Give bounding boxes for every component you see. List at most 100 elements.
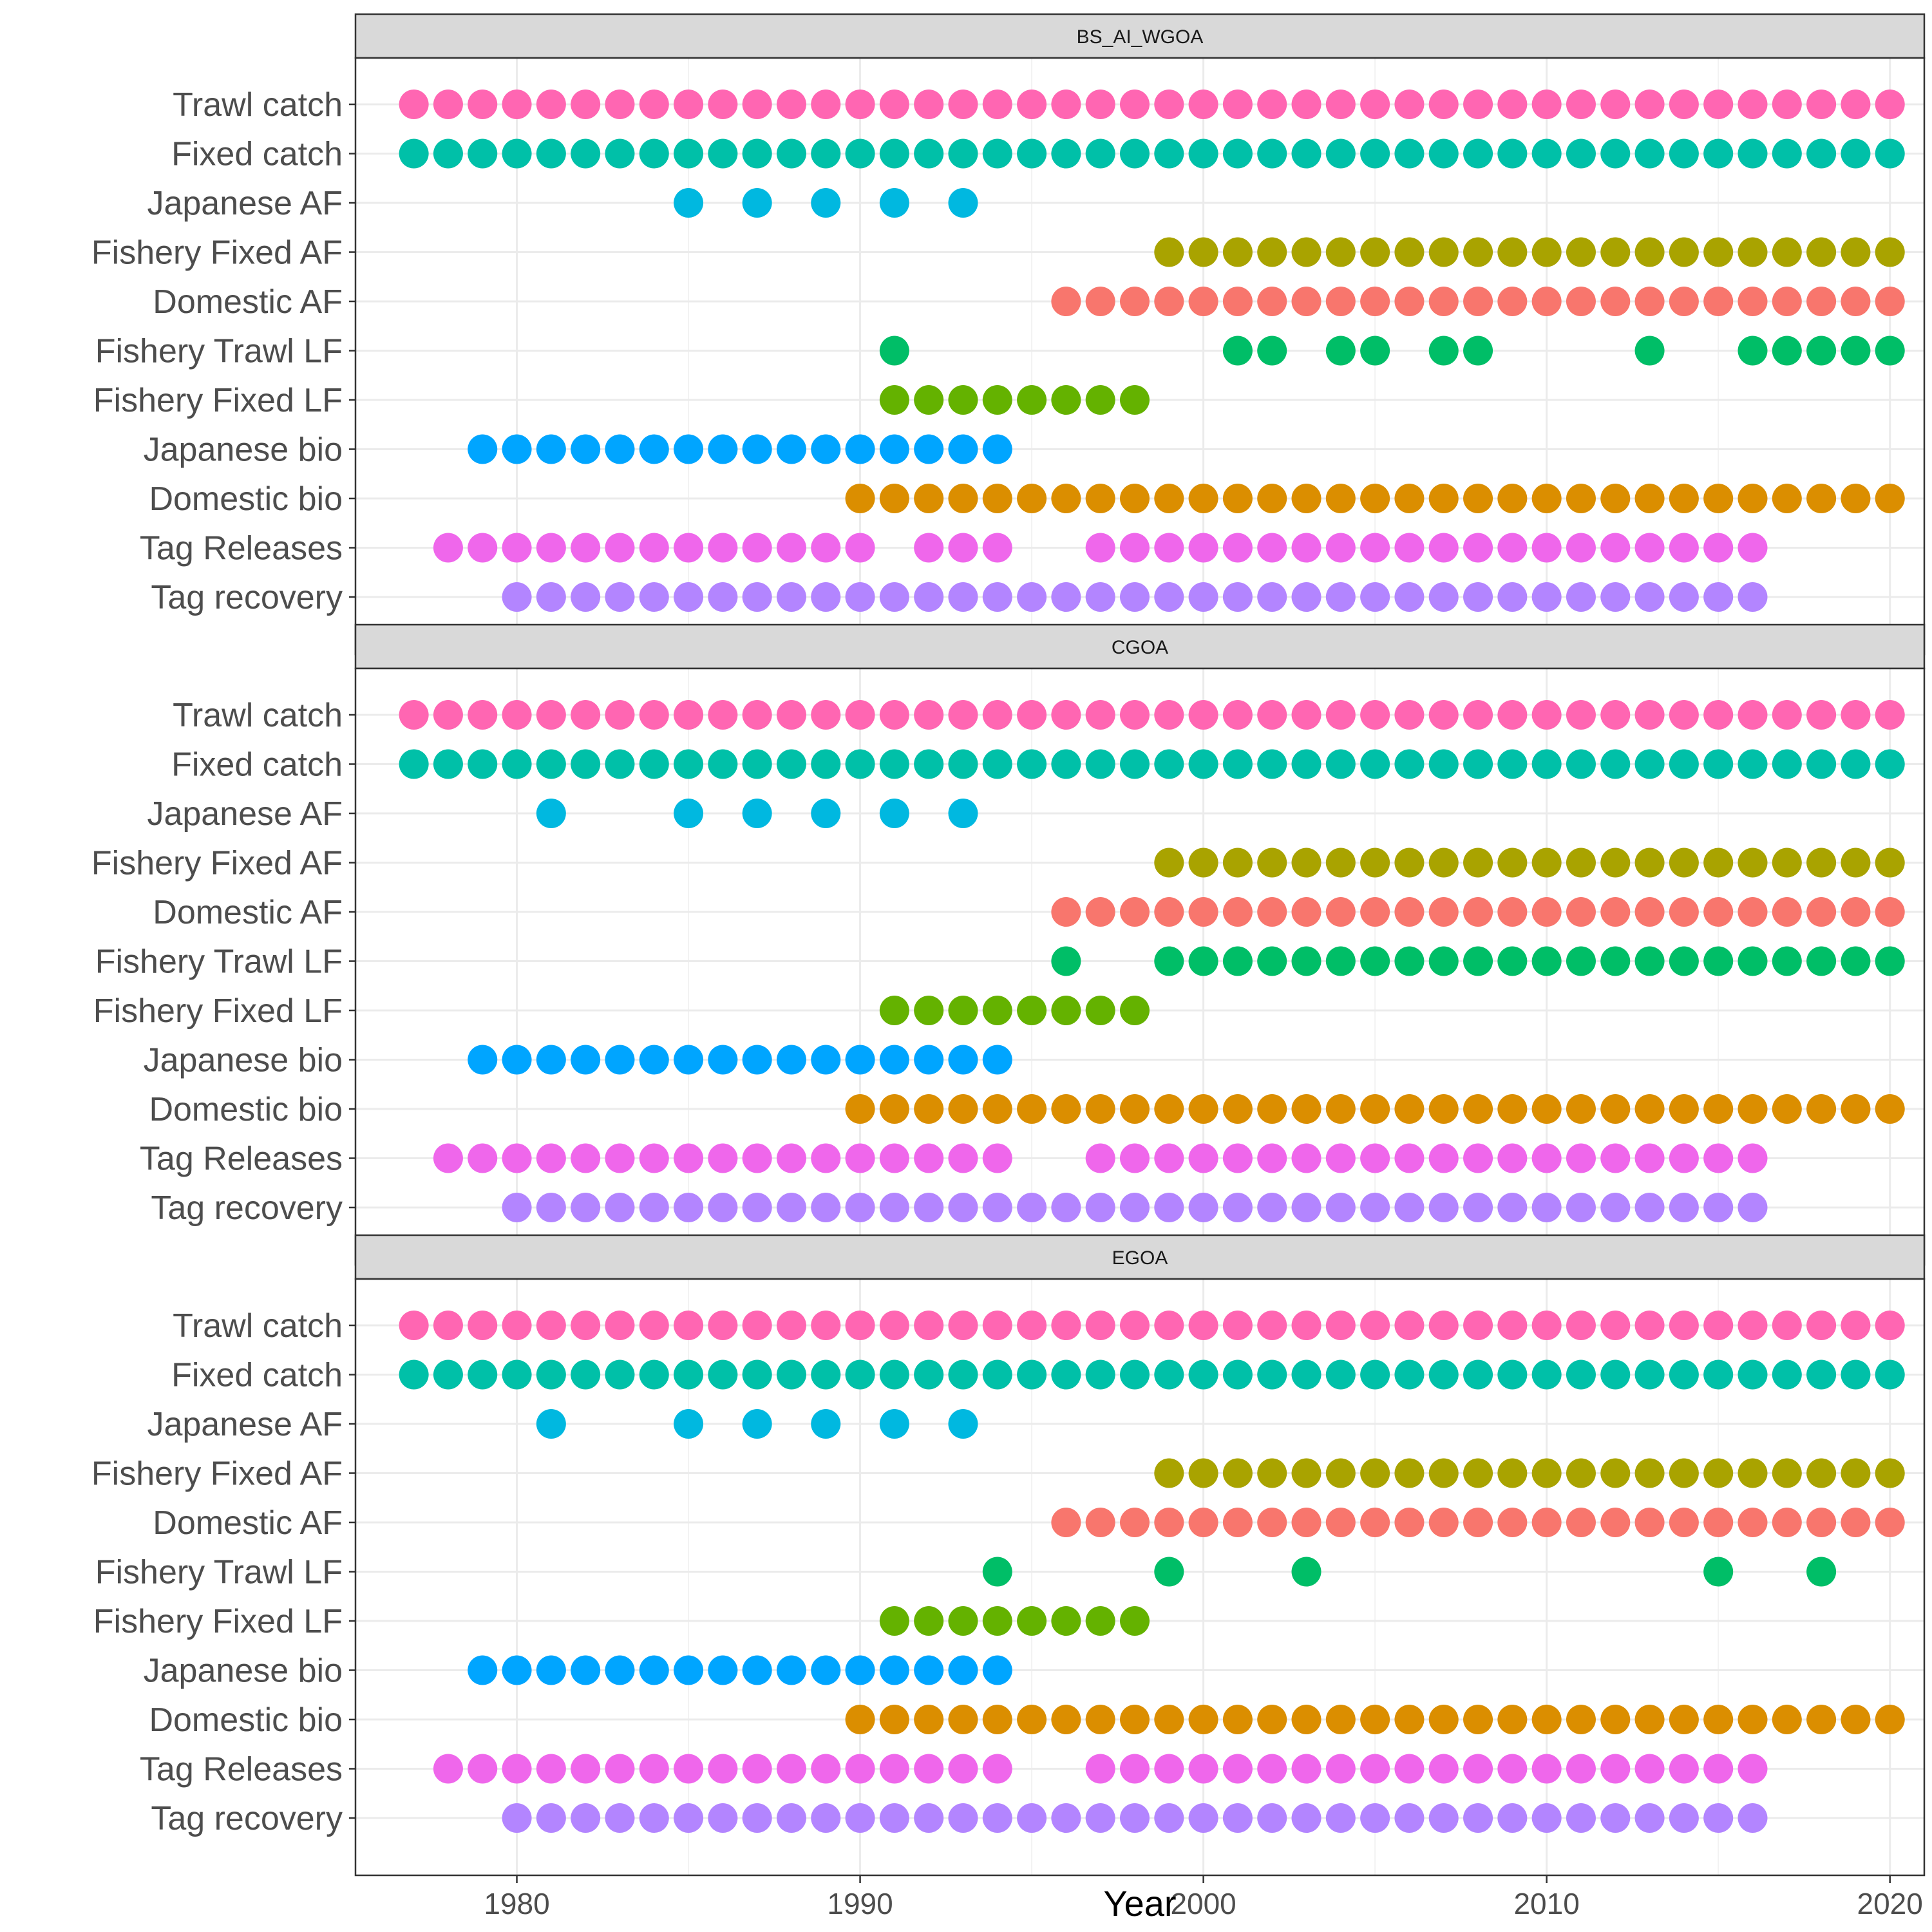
data-point [639,582,669,612]
data-point [1841,946,1871,976]
data-point [1428,1803,1459,1833]
data-point [811,1311,841,1340]
data-point [1120,1705,1150,1734]
data-point [1085,1803,1115,1833]
data-point [1463,484,1493,513]
data-point [1188,897,1218,927]
data-point [1806,484,1837,513]
data-point [1497,1311,1528,1340]
data-point [811,700,841,730]
data-point [1051,90,1081,119]
data-point [776,1311,806,1340]
data-point [811,799,841,828]
data-point [1566,1094,1596,1124]
data-point [674,533,704,563]
data-point [433,700,463,730]
data-point [1463,1754,1493,1784]
data-point [1051,287,1081,316]
data-point [639,1803,669,1833]
data-point [1222,336,1253,366]
data-point [982,1557,1012,1587]
data-point [948,1193,978,1222]
data-point [1154,237,1184,267]
data-point [1875,336,1905,366]
data-point [1738,90,1768,119]
data-point [1291,237,1321,267]
data-point [982,90,1012,119]
data-point [1772,237,1802,267]
data-point [879,582,909,612]
x-axis: 1980 1990 2000 2010 2020 [484,1875,1923,1920]
data-point [1394,700,1425,730]
data-point [948,1094,978,1124]
data-point [468,1143,498,1173]
data-point [708,1311,738,1340]
data-point [1222,1193,1253,1222]
data-point [1703,1803,1734,1833]
data-point [1841,336,1871,366]
panel-strip-title: BS_AI_WGOA [1077,26,1204,48]
data-point [1394,848,1425,878]
data-point [1463,533,1493,563]
data-point [1428,484,1459,513]
data-point [982,1655,1012,1685]
data-point [399,749,429,779]
panel-1: CGOA Trawl catch Fixed catch Japanese AF Fis… [91,623,1926,1266]
data-point [1222,90,1253,119]
data-point [1772,1094,1802,1124]
data-point [639,90,669,119]
data-point [1325,848,1356,878]
data-point [982,434,1012,464]
data-point [845,1705,875,1734]
data-point [468,1045,498,1075]
data-point [536,1311,566,1340]
data-point [1738,336,1768,366]
data-point [502,582,532,612]
data-point [1531,484,1562,513]
data-point [914,1193,944,1222]
y-tick-label: Fishery Trawl LF [95,333,343,370]
x-tick-label: 2010 [1513,1887,1579,1920]
data-point [571,138,601,169]
data-point [1394,749,1425,779]
data-point [1120,1359,1150,1390]
data-point [1875,287,1905,316]
data-point [1806,1094,1837,1124]
data-point [1017,749,1047,779]
y-tick-label: Domestic bio [149,1091,343,1128]
data-point [1325,1193,1356,1222]
data-point [811,1193,841,1222]
data-point [1085,1143,1115,1173]
y-tick-label: Tag recovery [151,1800,343,1837]
data-point [1566,1705,1596,1734]
data-point [1738,533,1768,563]
data-point [1051,749,1081,779]
data-point [1257,1705,1287,1734]
data-point [982,1606,1012,1636]
data-point [1051,1705,1081,1734]
data-point [1634,1143,1665,1173]
data-point [1360,1359,1390,1390]
data-point [571,90,601,119]
data-point [1566,700,1596,730]
data-point [1291,90,1321,119]
data-point [1841,700,1871,730]
data-point [982,1803,1012,1833]
data-point [1497,90,1528,119]
data-point [1566,1803,1596,1833]
data-point [879,1045,909,1075]
data-point [1394,1311,1425,1340]
data-point [1291,848,1321,878]
data-point [1120,1508,1150,1537]
data-point [1703,1508,1734,1537]
data-point [536,1045,566,1075]
data-point [982,1754,1012,1784]
data-point [948,484,978,513]
data-point [845,1311,875,1340]
data-point [1497,700,1528,730]
data-point [536,1655,566,1685]
data-point [982,1359,1012,1390]
data-point [1841,1458,1871,1488]
data-point [982,1143,1012,1173]
data-point [605,533,635,563]
